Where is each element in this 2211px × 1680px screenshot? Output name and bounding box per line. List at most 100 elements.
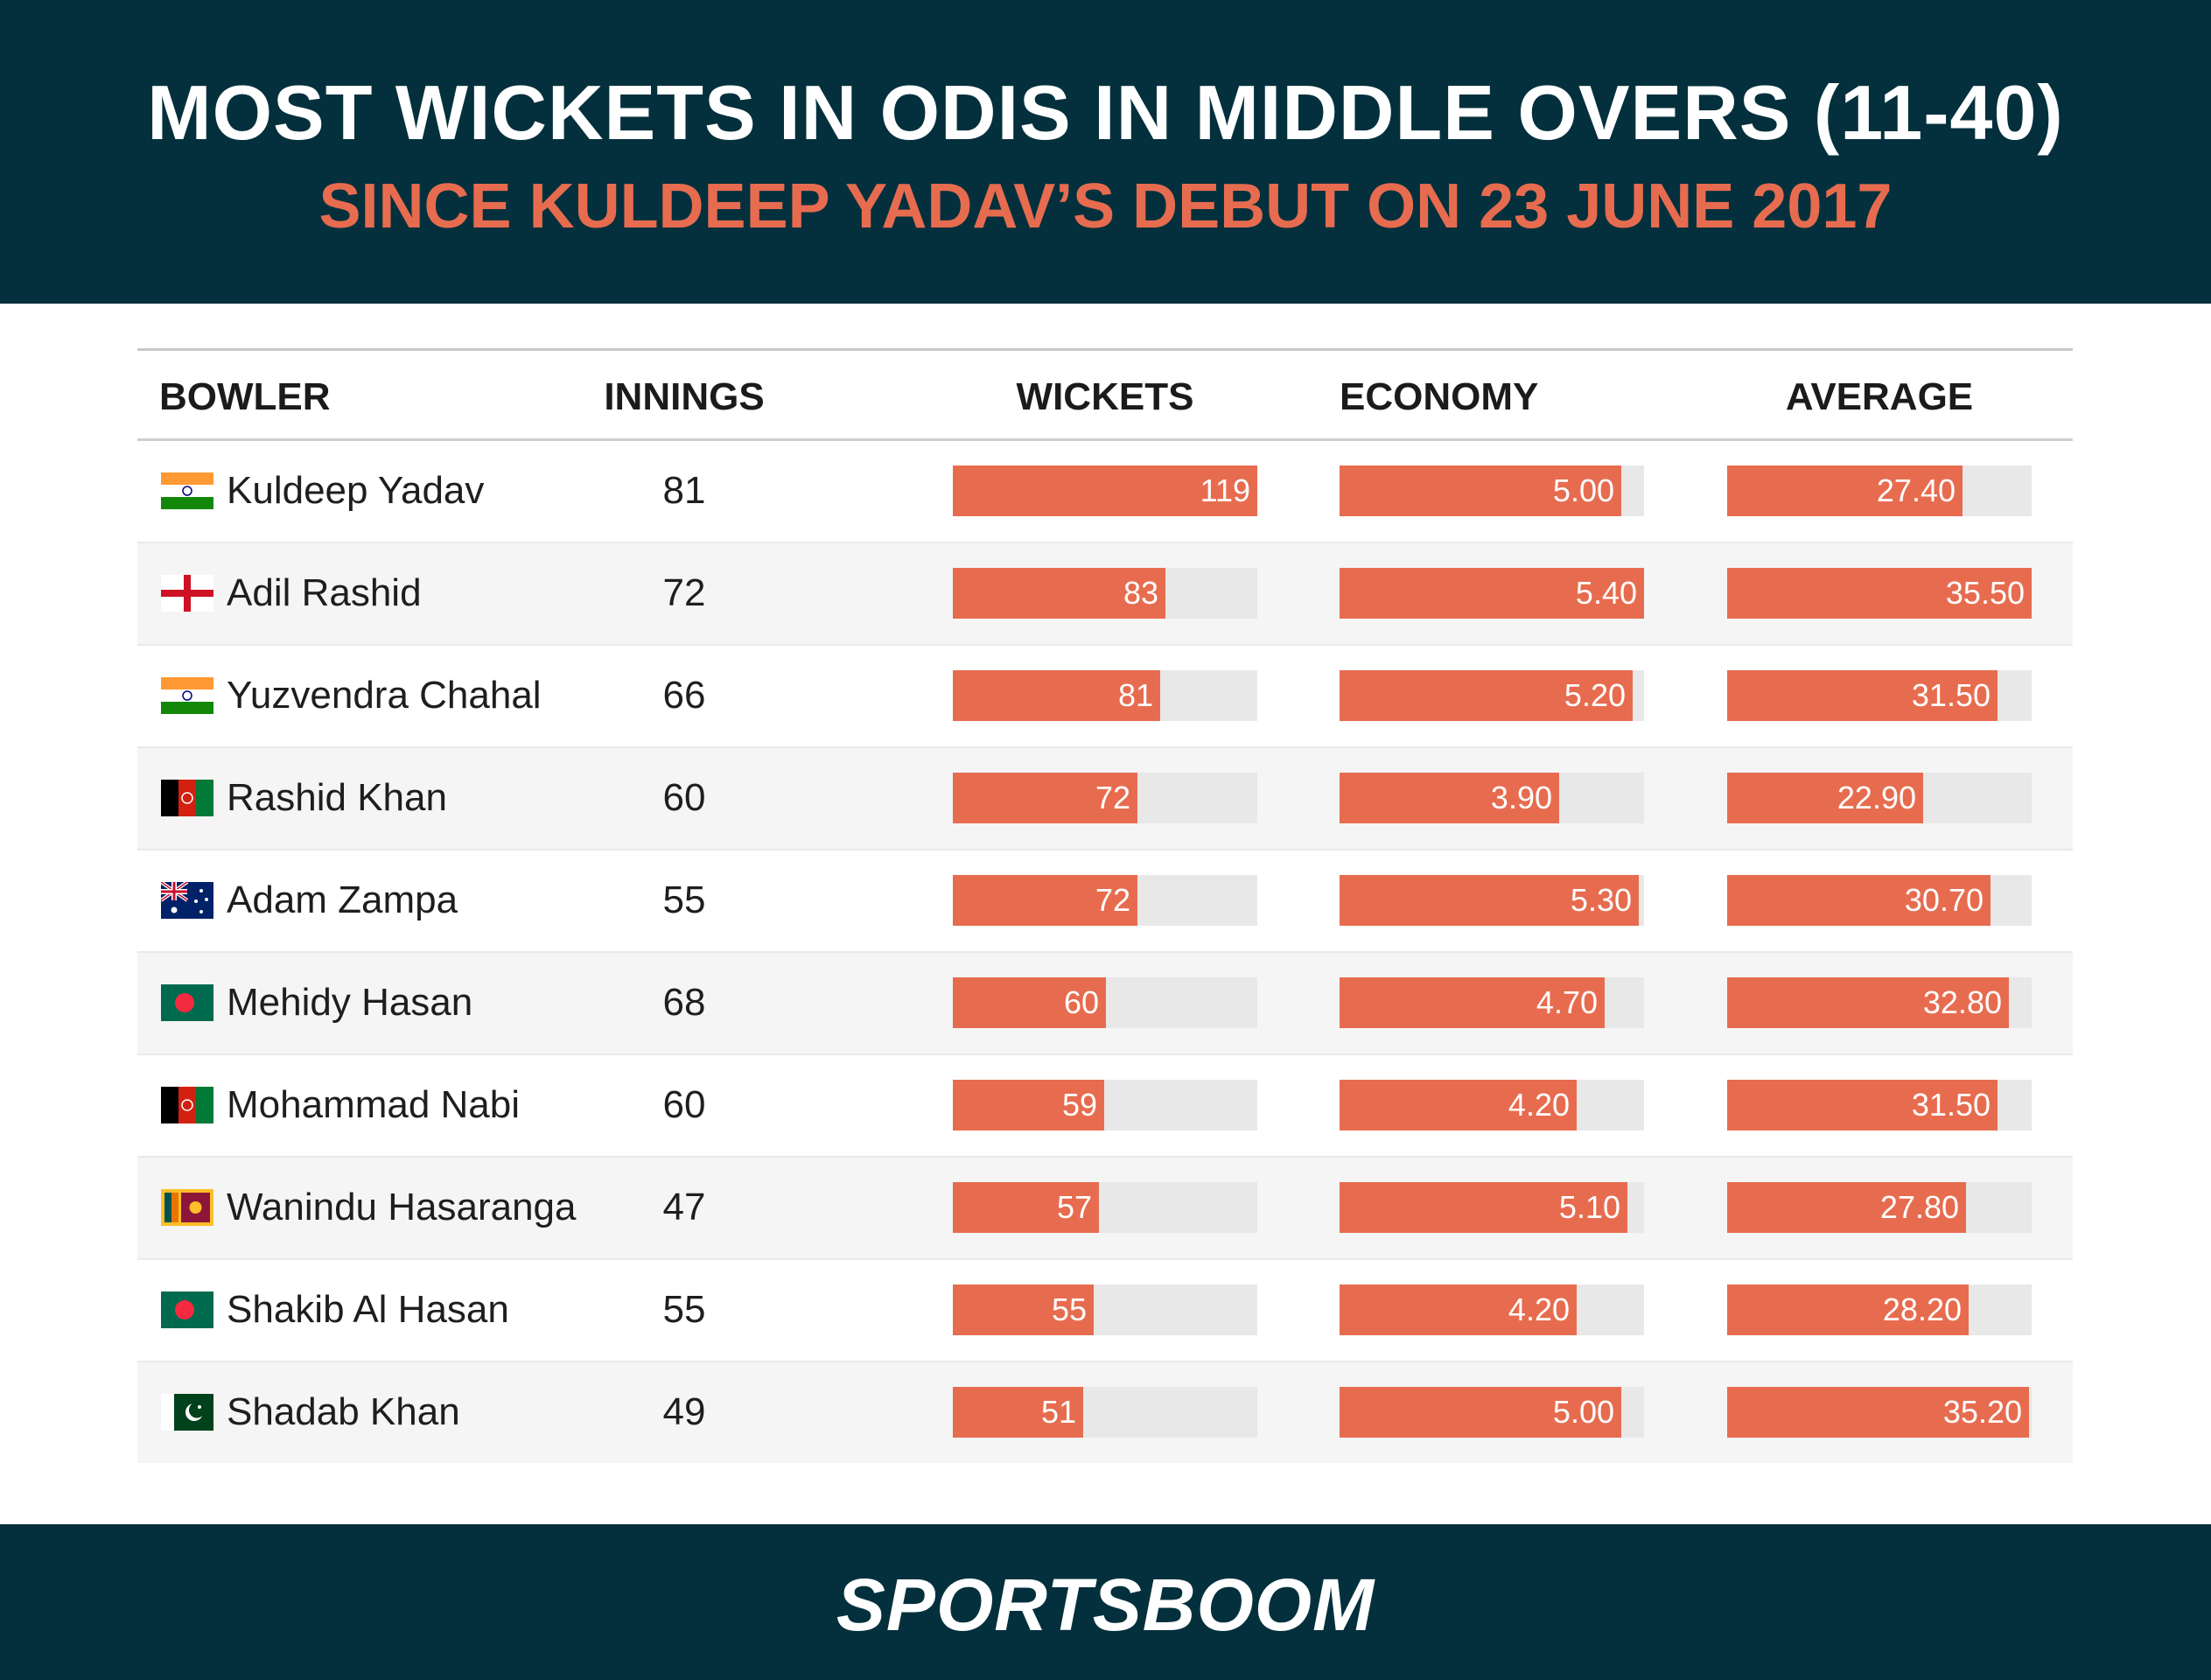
wickets-value-label: 55 bbox=[1051, 1292, 1087, 1327]
average-bar: 31.50 bbox=[1727, 670, 1998, 721]
wickets-value-label: 57 bbox=[1056, 1189, 1092, 1225]
wickets-bar-track: 81 bbox=[953, 670, 1257, 721]
average-bar-track: 35.20 bbox=[1727, 1387, 2032, 1438]
wickets-bar: 81 bbox=[953, 670, 1160, 721]
bowler-name: Adil Rashid bbox=[227, 571, 422, 614]
economy-bar-track: 5.10 bbox=[1340, 1182, 1644, 1233]
table-row: Shadab Khan 49 51 5.00 35.20 bbox=[137, 1362, 2073, 1463]
economy-bar-track: 4.70 bbox=[1340, 977, 1644, 1028]
economy-value-label: 5.10 bbox=[1558, 1189, 1620, 1225]
table-row: Adam Zampa 55 72 5.30 30.70 bbox=[137, 850, 2073, 953]
wickets-value-label: 83 bbox=[1123, 575, 1158, 611]
bangladesh-flag bbox=[161, 984, 213, 1021]
sri-lanka-flag bbox=[161, 1189, 213, 1226]
economy-bar-track: 5.30 bbox=[1340, 875, 1644, 926]
economy-bar-track: 3.90 bbox=[1340, 773, 1644, 823]
average-value-label: 31.50 bbox=[1911, 677, 1991, 713]
innings-value: 47 bbox=[662, 1186, 706, 1228]
innings-value: 72 bbox=[662, 571, 706, 614]
economy-bar: 5.40 bbox=[1340, 568, 1644, 619]
wickets-value-label: 81 bbox=[1117, 677, 1153, 713]
economy-bar: 5.00 bbox=[1340, 1387, 1621, 1438]
average-value-label: 27.80 bbox=[1879, 1189, 1959, 1225]
economy-value-label: 5.30 bbox=[1570, 882, 1632, 918]
economy-value-label: 5.00 bbox=[1552, 1394, 1614, 1430]
average-bar: 32.80 bbox=[1727, 977, 2009, 1028]
economy-value-label: 4.20 bbox=[1508, 1292, 1570, 1327]
average-value-label: 35.50 bbox=[1945, 575, 2025, 611]
table-row: Mehidy Hasan 68 60 4.70 32.80 bbox=[137, 953, 2073, 1055]
wickets-value-label: 51 bbox=[1040, 1394, 1076, 1430]
average-bar: 22.90 bbox=[1727, 773, 1923, 823]
table-row: Rashid Khan 60 72 3.90 22.90 bbox=[137, 748, 2073, 850]
wickets-value-label: 72 bbox=[1095, 882, 1130, 918]
table-row: Kuldeep Yadav 81 119 5.00 27.40 bbox=[137, 441, 2073, 543]
wickets-bar: 72 bbox=[953, 773, 1137, 823]
average-bar-track: 22.90 bbox=[1727, 773, 2032, 823]
economy-bar-track: 4.20 bbox=[1340, 1080, 1644, 1130]
average-value-label: 22.90 bbox=[1837, 780, 1916, 816]
innings-value: 68 bbox=[662, 981, 706, 1024]
column-header-innings: INNINGS bbox=[604, 375, 765, 418]
afghanistan-flag bbox=[161, 1087, 213, 1124]
table-row: Yuzvendra Chahal 66 81 5.20 31.50 bbox=[137, 646, 2073, 748]
average-bar-track: 30.70 bbox=[1727, 875, 2032, 926]
wickets-bar: 60 bbox=[953, 977, 1106, 1028]
bowler-name: Mohammad Nabi bbox=[227, 1083, 521, 1126]
average-bar-track: 32.80 bbox=[1727, 977, 2032, 1028]
pakistan-flag bbox=[161, 1394, 213, 1431]
wickets-value-label: 59 bbox=[1061, 1087, 1097, 1123]
india-flag bbox=[161, 472, 213, 509]
economy-bar-track: 4.20 bbox=[1340, 1284, 1644, 1335]
average-value-label: 30.70 bbox=[1904, 882, 1984, 918]
stats-table: BOWLER INNINGS WICKETS ECONOMY AVERAGE K… bbox=[137, 348, 2073, 1463]
innings-value: 60 bbox=[662, 1083, 706, 1126]
table-row: Shakib Al Hasan 55 55 4.20 28.20 bbox=[137, 1260, 2073, 1362]
average-value-label: 32.80 bbox=[1922, 984, 2002, 1020]
table-row: Adil Rashid 72 83 5.40 35.50 bbox=[137, 543, 2073, 646]
wickets-bar-track: 119 bbox=[953, 466, 1257, 516]
wickets-bar-track: 72 bbox=[953, 773, 1257, 823]
average-bar-track: 27.80 bbox=[1727, 1182, 2032, 1233]
economy-bar-track: 5.40 bbox=[1340, 568, 1644, 619]
wickets-bar: 55 bbox=[953, 1284, 1094, 1335]
average-bar: 27.80 bbox=[1727, 1182, 1966, 1233]
average-bar: 28.20 bbox=[1727, 1284, 1969, 1335]
wickets-bar-track: 60 bbox=[953, 977, 1257, 1028]
page-title: MOST WICKETS IN ODIS IN MIDDLE OVERS (11… bbox=[147, 69, 2064, 156]
bowler-name: Kuldeep Yadav bbox=[227, 469, 485, 512]
wickets-bar-track: 51 bbox=[953, 1387, 1257, 1438]
average-bar-track: 28.20 bbox=[1727, 1284, 2032, 1335]
wickets-value-label: 119 bbox=[1200, 472, 1250, 508]
sportsboom-logo: SPORTSBOOM bbox=[836, 1564, 1375, 1646]
average-bar: 27.40 bbox=[1727, 466, 1963, 516]
wickets-bar: 59 bbox=[953, 1080, 1104, 1130]
economy-bar: 4.70 bbox=[1340, 977, 1605, 1028]
wickets-value-label: 72 bbox=[1095, 780, 1130, 816]
innings-value: 81 bbox=[662, 469, 706, 512]
average-bar-track: 27.40 bbox=[1727, 466, 2032, 516]
table-body: Kuldeep Yadav 81 119 5.00 27.40 Adil Rashid 72… bbox=[137, 441, 2073, 1463]
afghanistan-flag bbox=[161, 780, 213, 816]
economy-value-label: 5.00 bbox=[1552, 472, 1614, 508]
wickets-bar: 57 bbox=[953, 1182, 1099, 1233]
average-bar: 35.20 bbox=[1727, 1387, 2029, 1438]
table-header-row: BOWLER INNINGS WICKETS ECONOMY AVERAGE bbox=[137, 351, 2073, 441]
economy-bar: 5.00 bbox=[1340, 466, 1621, 516]
bowler-name: Adam Zampa bbox=[227, 878, 458, 921]
innings-value: 49 bbox=[662, 1390, 706, 1433]
economy-value-label: 5.40 bbox=[1575, 575, 1637, 611]
economy-bar: 4.20 bbox=[1340, 1284, 1577, 1335]
bowler-name: Shadab Khan bbox=[227, 1390, 460, 1433]
average-value-label: 35.20 bbox=[1942, 1394, 2022, 1430]
economy-bar: 3.90 bbox=[1340, 773, 1559, 823]
bowler-name: Shakib Al Hasan bbox=[227, 1288, 509, 1331]
wickets-bar: 119 bbox=[953, 466, 1257, 516]
economy-bar: 5.30 bbox=[1340, 875, 1639, 926]
wickets-bar-track: 72 bbox=[953, 875, 1257, 926]
table-row: Mohammad Nabi 60 59 4.20 31.50 bbox=[137, 1055, 2073, 1158]
average-bar: 30.70 bbox=[1727, 875, 1991, 926]
innings-value: 55 bbox=[662, 1288, 706, 1331]
column-header-economy: ECONOMY bbox=[1340, 375, 1539, 418]
bowler-name: Mehidy Hasan bbox=[227, 981, 473, 1024]
